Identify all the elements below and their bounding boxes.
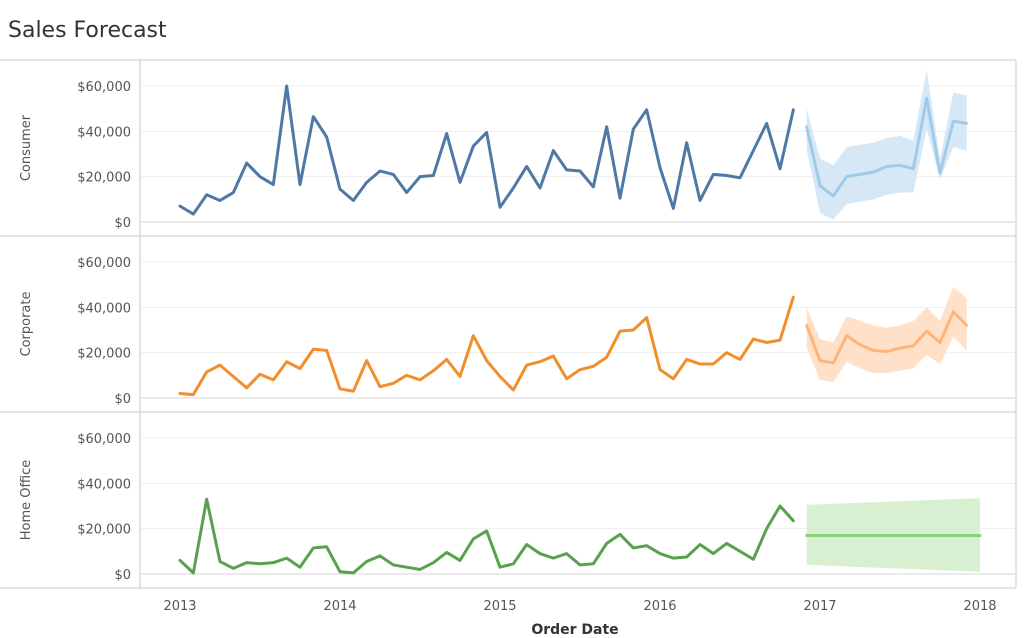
y-tick-label: $0 bbox=[114, 392, 131, 407]
x-tick-label: 2013 bbox=[163, 599, 196, 614]
actual-line-corporate bbox=[178, 295, 795, 397]
y-tick-label: $60,000 bbox=[77, 256, 131, 271]
forecast-line-consumer bbox=[805, 96, 969, 198]
y-tick-label: $60,000 bbox=[77, 80, 131, 95]
x-tick-label: 2018 bbox=[963, 599, 996, 614]
x-tick-label: 2016 bbox=[643, 599, 676, 614]
chart-title: Sales Forecast bbox=[8, 18, 167, 43]
forecast-band-corporate bbox=[806, 286, 967, 383]
y-tick-label: $40,000 bbox=[77, 477, 131, 492]
forecast-band-consumer bbox=[806, 70, 967, 220]
x-tick-label: 2015 bbox=[483, 599, 516, 614]
forecast-line-corporate bbox=[805, 310, 969, 365]
y-tick-label: $0 bbox=[114, 568, 131, 583]
y-tick-label: $20,000 bbox=[77, 347, 131, 362]
y-tick-label: $0 bbox=[114, 216, 131, 231]
actual-line-consumer bbox=[178, 84, 795, 216]
y-tick-label: $20,000 bbox=[77, 171, 131, 186]
y-tick-label: $40,000 bbox=[77, 301, 131, 316]
y-tick-label: $20,000 bbox=[77, 523, 131, 538]
row-label-consumer: Consumer bbox=[19, 114, 34, 181]
x-tick-label: 2014 bbox=[323, 599, 356, 614]
x-tick-label: 2017 bbox=[803, 599, 836, 614]
y-tick-label: $40,000 bbox=[77, 125, 131, 140]
x-axis-label: Order Date bbox=[531, 622, 618, 638]
actual-line-home-office bbox=[178, 497, 795, 575]
row-label-home-office: Home Office bbox=[19, 460, 34, 540]
row-label-corporate: Corporate bbox=[19, 292, 34, 357]
y-tick-label: $60,000 bbox=[77, 432, 131, 447]
